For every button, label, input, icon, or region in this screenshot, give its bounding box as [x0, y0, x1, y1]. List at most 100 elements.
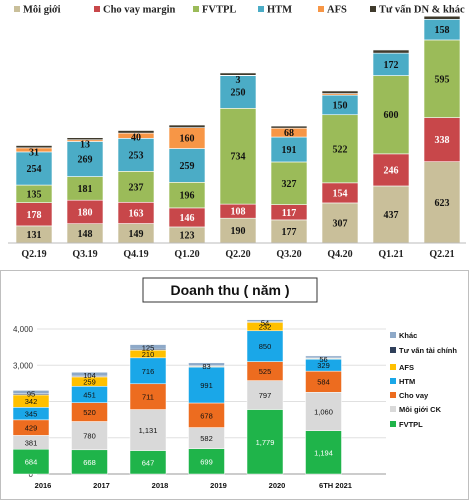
- x-tick-3: 2019: [210, 481, 227, 490]
- data-label-1-1: 780: [83, 432, 96, 441]
- data-label-4-2: 525: [259, 367, 272, 376]
- legend-label-5: Tư vấn DN & khác: [379, 5, 465, 16]
- legend-label-2: AFS: [399, 363, 414, 372]
- legend-label-6: FVTPL: [399, 420, 423, 429]
- bar-Q2.20-5: [220, 73, 256, 75]
- data-label-Q4.19-2: 237: [129, 182, 144, 193]
- legend-swatch-2: [193, 6, 199, 12]
- data-label-Q4.20-1: 154: [333, 188, 348, 199]
- data-label-Q3.20-1: 117: [282, 208, 296, 219]
- data-label-1-2: 520: [83, 408, 96, 417]
- data-label-Q1.21-2: 600: [384, 110, 399, 121]
- data-label-Q1.20-3: 259: [180, 161, 195, 172]
- data-label-Q3.20-4: 68: [284, 128, 294, 139]
- bar-Q3.20-5: [271, 126, 307, 128]
- data-label-Q3.19-4: 13: [80, 139, 90, 150]
- data-label-Q4.20-3: 150: [333, 100, 348, 111]
- bar-Q2.19-5: [16, 146, 52, 148]
- legend-swatch-4: [318, 6, 324, 12]
- x-tick-4: 2020: [269, 481, 286, 490]
- data-label-Q2.21-2: 595: [435, 74, 450, 85]
- data-label-1-0: 668: [83, 458, 96, 467]
- data-label-Q2.19-1: 178: [27, 210, 42, 221]
- data-label-Q4.19-4: 40: [131, 133, 141, 144]
- annual-chart-svg: Doanh thu ( năm )01,0002,0003,0004,00068…: [1, 271, 468, 499]
- data-label-5-0: 1,194: [314, 448, 333, 457]
- data-label-2-1: 1,131: [139, 426, 158, 435]
- legend-label-0: Khác: [399, 331, 417, 340]
- data-label-Q3.19-2: 181: [78, 184, 93, 195]
- data-label-3-1: 582: [200, 434, 213, 443]
- legend-label-2: FVTPL: [202, 5, 236, 16]
- data-label-Q4.19-0: 149: [129, 229, 144, 240]
- chart-separator: [0, 262, 469, 270]
- data-label-4-3: 850: [259, 342, 272, 351]
- data-label-Q3.19-0: 148: [78, 229, 93, 240]
- legend-swatch-1: [390, 347, 396, 353]
- data-label-3-3: 991: [200, 381, 213, 390]
- chart-title: Doanh thu ( năm ): [171, 282, 290, 298]
- data-label-Q4.20-2: 522: [333, 144, 348, 155]
- legend-label-0: Môi giới: [23, 5, 61, 16]
- data-label-Q1.21-3: 172: [384, 60, 399, 71]
- data-label-Q2.19-2: 135: [27, 189, 42, 200]
- x-tick-Q4.20: Q4.20: [327, 249, 352, 260]
- data-label-Q2.20-0: 190: [231, 226, 246, 237]
- data-label-3-0: 699: [200, 457, 213, 466]
- data-label-0-6: 95: [27, 389, 35, 398]
- data-label-2-2: 711: [142, 393, 154, 402]
- data-label-3-2: 678: [200, 411, 213, 420]
- data-label-0-4: 342: [25, 397, 38, 406]
- data-label-1-3: 451: [83, 390, 96, 399]
- legend-swatch-1: [94, 6, 100, 12]
- data-label-1-6: 104: [83, 371, 96, 380]
- x-tick-Q4.19: Q4.19: [123, 249, 148, 260]
- legend-swatch-4: [390, 392, 396, 398]
- legend-swatch-3: [258, 6, 264, 12]
- data-label-0-2: 429: [25, 424, 38, 433]
- legend-swatch-0: [390, 332, 396, 338]
- legend-label-3: HTM: [399, 377, 415, 386]
- annual-revenue-chart: Doanh thu ( năm )01,0002,0003,0004,00068…: [0, 270, 469, 500]
- data-label-Q1.20-1: 146: [180, 213, 195, 224]
- legend-swatch-2: [390, 364, 396, 370]
- data-label-2-3: 716: [142, 367, 155, 376]
- bar-Q1.20-5: [169, 125, 205, 128]
- data-label-Q1.20-2: 196: [180, 191, 195, 202]
- data-label-5-6: 56: [319, 355, 327, 364]
- x-tick-0: 2016: [35, 481, 52, 490]
- data-label-Q1.20-4: 160: [180, 134, 195, 145]
- data-label-2-6: 125: [142, 344, 155, 353]
- bar-Q2.21-5: [424, 16, 460, 19]
- x-tick-Q3.20: Q3.20: [276, 249, 301, 260]
- data-label-4-1: 797: [259, 391, 272, 400]
- data-label-Q3.20-2: 327: [282, 179, 297, 190]
- legend-swatch-6: [390, 421, 396, 427]
- data-label-3-6: 83: [202, 362, 210, 371]
- data-label-4-0: 1,779: [256, 438, 275, 447]
- data-label-Q3.19-1: 180: [78, 207, 93, 218]
- y-tick-3: 3,000: [13, 361, 34, 370]
- data-label-Q3.20-3: 191: [282, 145, 297, 156]
- data-label-Q2.20-4: 3: [236, 75, 241, 86]
- data-label-Q4.20-0: 307: [333, 218, 348, 229]
- data-label-Q2.21-0: 623: [435, 198, 450, 209]
- x-tick-5: 6TH 2021: [319, 481, 352, 490]
- data-label-Q1.21-1: 246: [384, 165, 399, 176]
- data-label-Q2.19-0: 131: [27, 230, 42, 241]
- x-tick-Q1.20: Q1.20: [174, 249, 199, 260]
- data-label-5-1: 1,060: [314, 408, 333, 417]
- data-label-Q4.19-1: 163: [129, 208, 144, 219]
- x-tick-Q2.20: Q2.20: [225, 249, 250, 260]
- data-label-Q2.21-3: 158: [435, 25, 450, 36]
- data-label-Q2.20-2: 734: [231, 152, 246, 163]
- data-label-2-0: 647: [142, 458, 155, 467]
- x-tick-2: 2018: [152, 481, 169, 490]
- data-label-Q2.19-4: 31: [29, 147, 39, 158]
- data-label-Q3.19-3: 269: [78, 155, 93, 166]
- data-label-Q2.20-1: 108: [231, 207, 246, 218]
- legend-swatch-3: [390, 378, 396, 384]
- x-tick-Q2.19: Q2.19: [21, 249, 46, 260]
- data-label-Q4.19-3: 253: [129, 150, 144, 161]
- x-tick-Q1.21: Q1.21: [378, 249, 403, 260]
